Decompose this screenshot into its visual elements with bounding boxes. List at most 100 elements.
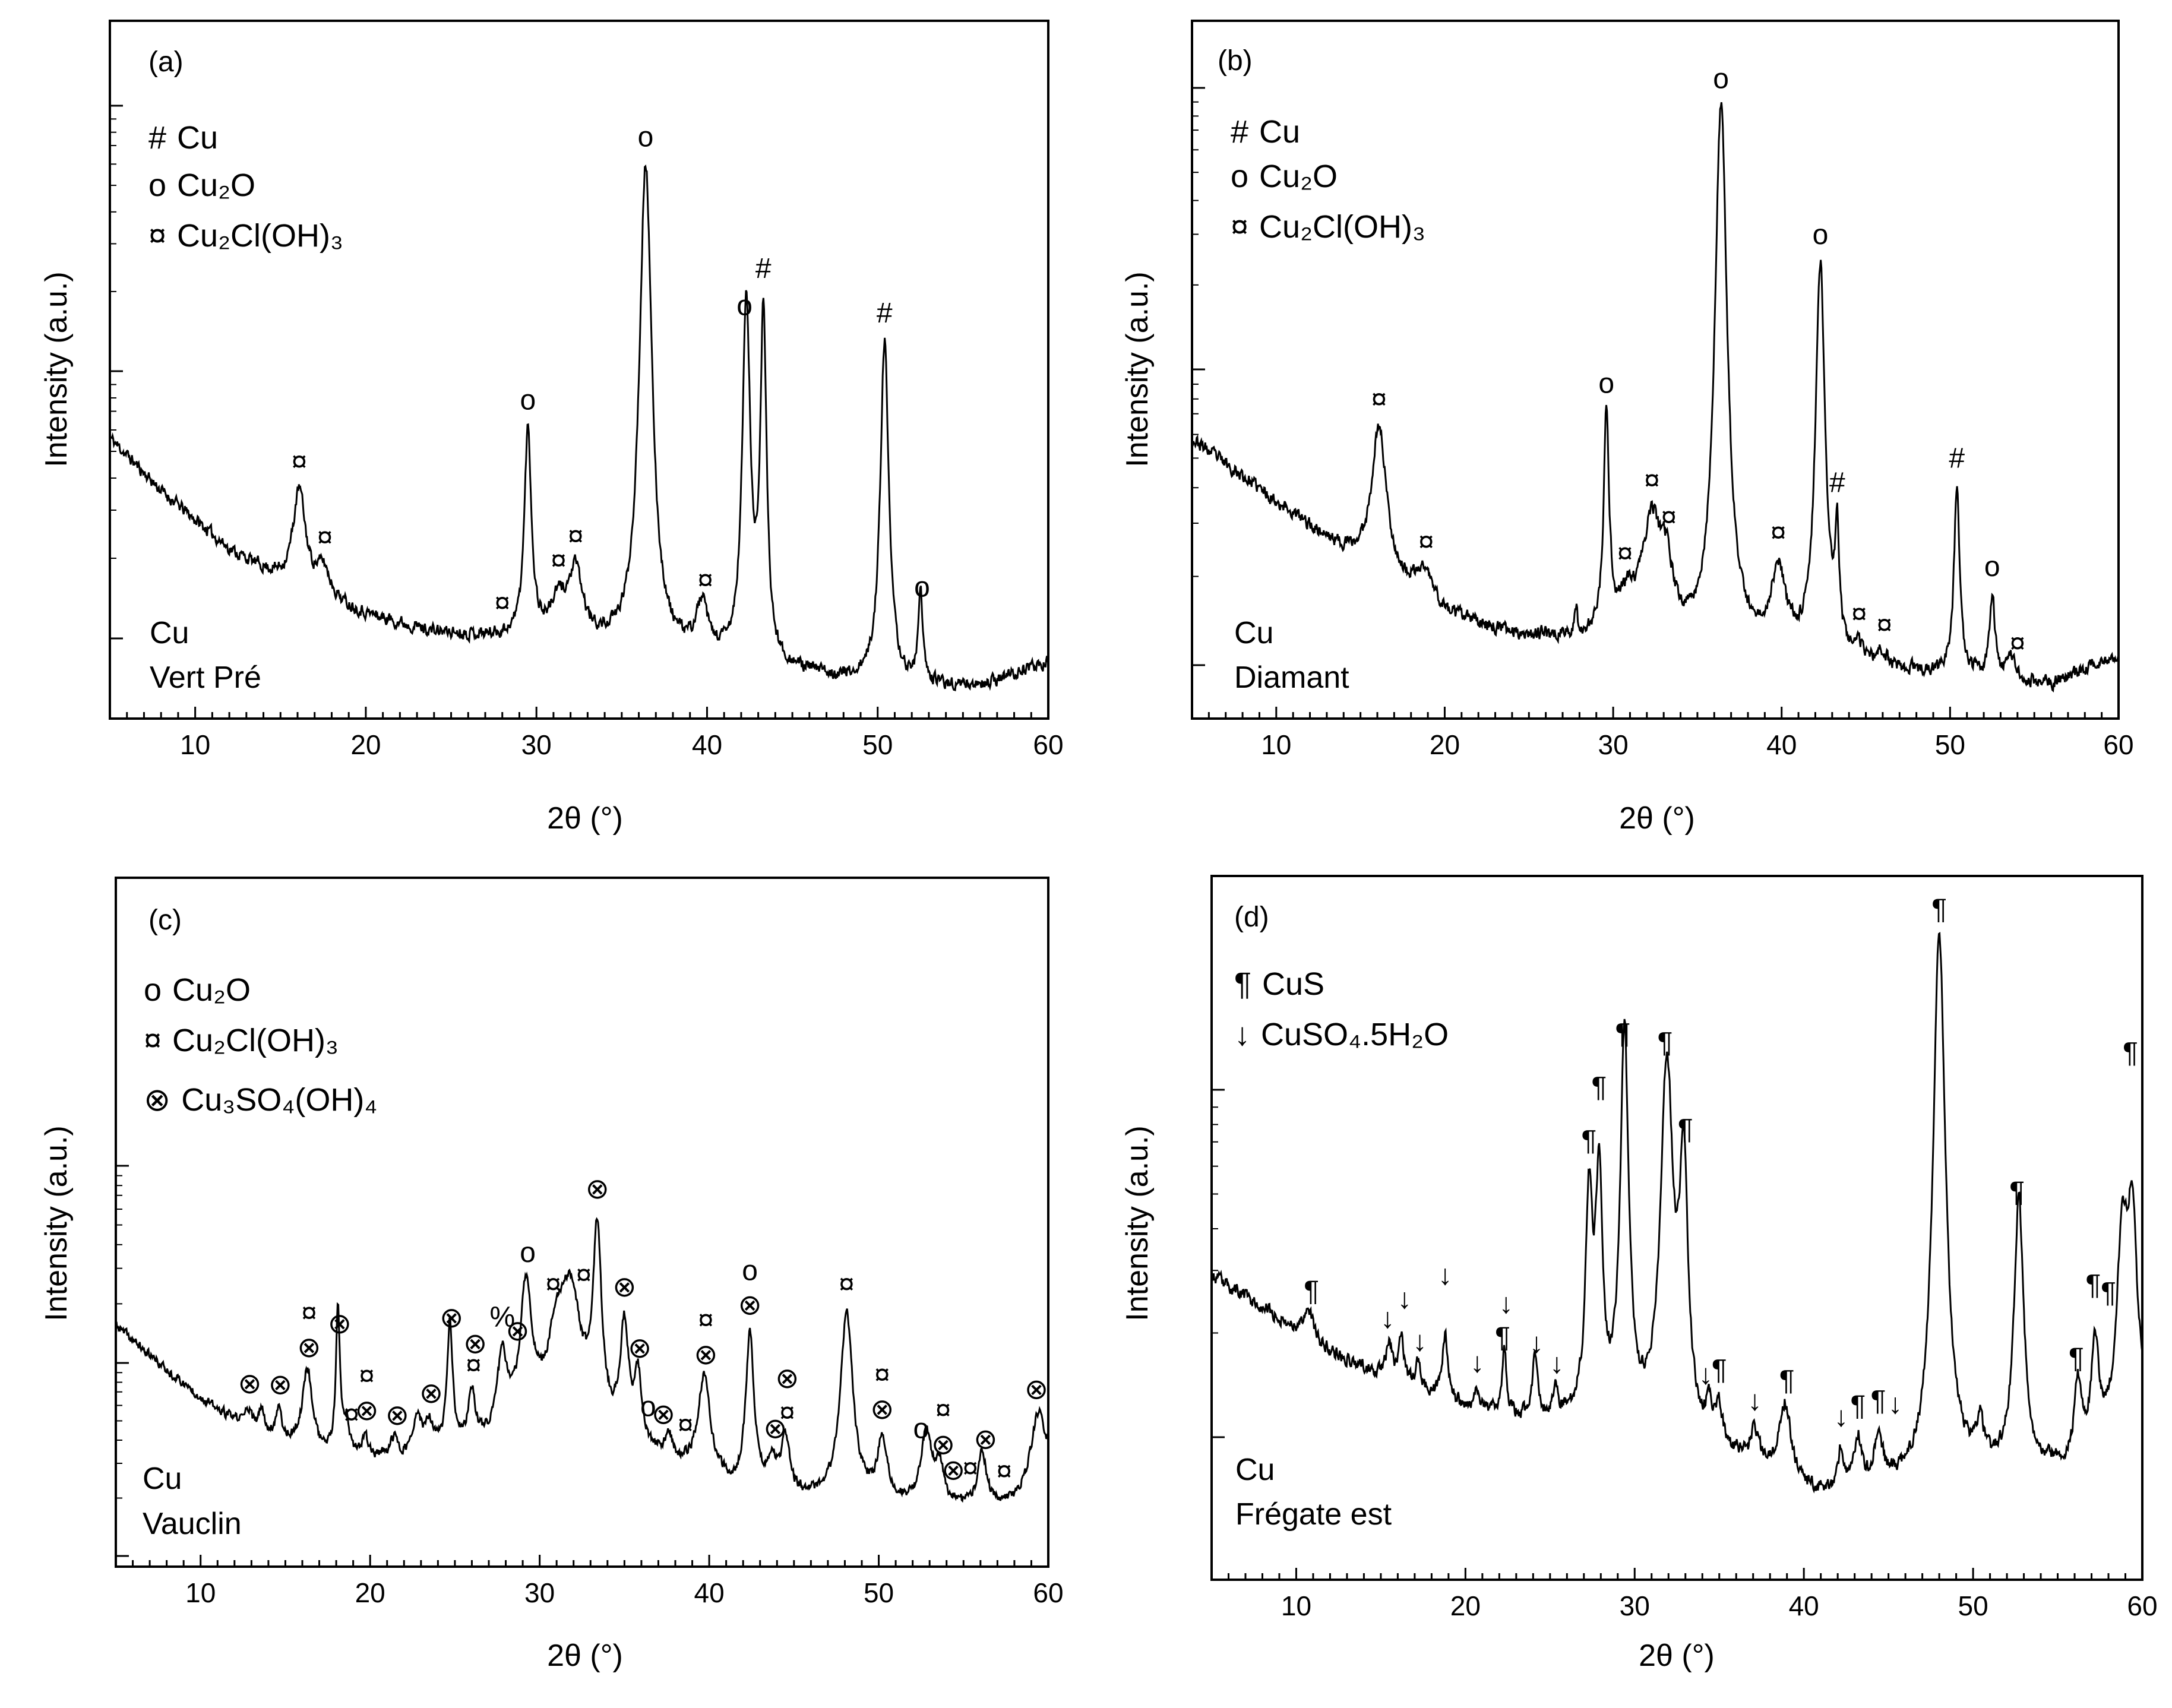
panel-a-y-axis-label: Intensity (a.u.) bbox=[39, 271, 74, 467]
panel-b-marker-currency: ¤ bbox=[1661, 502, 1677, 533]
panel-d-legend-symbol-2: ↓ bbox=[1234, 1017, 1250, 1052]
panel-a-letter: (a) bbox=[148, 46, 184, 78]
panel-b-marker-circle: o bbox=[1984, 551, 2000, 583]
panel-c-marker-otimes: ⊗ bbox=[870, 1394, 894, 1425]
panel-d-marker-down-arrow: ↓ bbox=[1470, 1347, 1484, 1378]
panel-c-marker-otimes: ⊗ bbox=[763, 1413, 787, 1445]
panel-a-sample-line-2: Vert Pré bbox=[150, 660, 261, 695]
panel-a-x-axis-label: 2θ (°) bbox=[547, 801, 623, 836]
panel-c-marker-otimes: ⊗ bbox=[385, 1400, 409, 1431]
panel-d-marker-pilcrow: ¶ bbox=[1615, 1019, 1630, 1050]
panel-b-letter: (b) bbox=[1218, 45, 1253, 77]
panel-a-legend-name-1: Cu bbox=[177, 120, 218, 156]
panel-b-legend-item-3: ¤ Cu₂Cl(OH)₃ bbox=[1231, 209, 1425, 245]
x-tick-label: 30 bbox=[521, 729, 552, 760]
panel-b-legend-name-2: Cu₂O bbox=[1259, 159, 1338, 194]
panel-d-marker-down-arrow: ↓ bbox=[1550, 1348, 1564, 1380]
panel-d-marker-down-arrow: ↓ bbox=[1699, 1359, 1713, 1391]
panel-a-marker-hash: # bbox=[877, 298, 893, 329]
panel-c-marker-currency: ¤ bbox=[301, 1298, 317, 1329]
panel-d-xrd-trace bbox=[1210, 932, 2143, 1494]
panel-d-marker-down-arrow: ↓ bbox=[1529, 1328, 1544, 1359]
panel-d-y-ticks bbox=[1212, 1089, 1225, 1438]
panel-a-x-ticks: 10 20 30 40 50 60 bbox=[109, 707, 1064, 760]
panel-b-marker-hash: # bbox=[1949, 443, 1965, 475]
panel-c-marker-currency: ¤ bbox=[996, 1456, 1012, 1487]
panel-c-xrd-trace bbox=[115, 1217, 1049, 1503]
panel-c-marker-otimes: ⊗ bbox=[628, 1333, 652, 1364]
x-tick-label: 50 bbox=[864, 1577, 894, 1608]
panel-d-marker-down-arrow: ↓ bbox=[1398, 1283, 1412, 1315]
panel-c-marker-otimes: ⊗ bbox=[505, 1315, 529, 1347]
panel-d-frame bbox=[1210, 875, 2143, 1581]
x-tick-label: 40 bbox=[694, 1577, 725, 1608]
panel-c-marker-otimes: ⊗ bbox=[941, 1454, 965, 1486]
panel-a-marker-circle: o bbox=[638, 122, 654, 153]
panel-d-sample-line-2: Frégate est bbox=[1235, 1497, 1392, 1532]
panel-c-letter: (c) bbox=[148, 904, 182, 936]
panel-d-marker-pilcrow: ¶ bbox=[1779, 1365, 1795, 1396]
panel-a-legend: # Cu o Cu₂O ¤ Cu₂Cl(OH)₃ bbox=[148, 120, 343, 254]
panel-b-marker-currency: ¤ bbox=[1771, 517, 1787, 549]
panel-c-marker-currency: ¤ bbox=[466, 1350, 482, 1381]
panel-b-legend-symbol-3: ¤ bbox=[1231, 209, 1248, 245]
panel-c-marker-otimes: ⊗ bbox=[1025, 1374, 1048, 1406]
panel-c: (c) o Cu₂O ¤ Cu₂Cl(OH)₃ ⊗ Cu₃SO₄(OH)₄ Cu Va… bbox=[39, 877, 1064, 1673]
panel-d-marker-pilcrow: ¶ bbox=[2085, 1269, 2101, 1301]
x-tick-label: 10 bbox=[180, 729, 210, 760]
panel-c-marker-otimes: ⊗ bbox=[297, 1332, 321, 1364]
panel-c-marker-currency: ¤ bbox=[839, 1269, 855, 1300]
panel-d-marker-pilcrow: ¶ bbox=[2123, 1038, 2138, 1069]
panel-c-marker-otimes: ⊗ bbox=[775, 1363, 799, 1394]
panel-c-legend-symbol-1: o bbox=[144, 972, 162, 1008]
x-tick-label: 20 bbox=[1430, 729, 1460, 760]
panel-c-marker-otimes: ⊗ bbox=[463, 1328, 487, 1359]
panel-b-legend-name-3: Cu₂Cl(OH)₃ bbox=[1259, 209, 1425, 245]
panel-c-marker-otimes: ⊗ bbox=[419, 1378, 443, 1409]
panel-d-marker-pilcrow: ¶ bbox=[1712, 1355, 1727, 1386]
panel-d-marker-down-arrow: ↓ bbox=[1438, 1260, 1452, 1291]
panel-a-marker-hash: # bbox=[755, 253, 772, 284]
panel-d-marker-pilcrow: ¶ bbox=[2069, 1343, 2084, 1374]
panel-b-marker-currency: ¤ bbox=[2009, 628, 2025, 659]
panel-c-legend-name-2: Cu₂Cl(OH)₃ bbox=[172, 1023, 339, 1058]
panel-c-marker-otimes: ⊗ bbox=[268, 1369, 292, 1401]
panel-c-legend-item-3: ⊗ Cu₃SO₄(OH)₄ bbox=[144, 1082, 377, 1118]
panel-d-marker-pilcrow: ¶ bbox=[1304, 1276, 1319, 1307]
panel-a-marker-currency: ¤ bbox=[551, 545, 567, 577]
panel-c-marker-currency: ¤ bbox=[576, 1260, 592, 1291]
panel-d-marker-pilcrow: ¶ bbox=[1931, 894, 1947, 925]
panel-b-marker-circle: o bbox=[1813, 219, 1829, 251]
panel-b-sample-line-1: Cu bbox=[1234, 616, 1273, 650]
panel-d-legend-item-1: ¶ CuS bbox=[1234, 966, 1324, 1002]
panel-c-marker-currency: ¤ bbox=[545, 1269, 561, 1301]
panel-a-legend-item-1: # Cu bbox=[148, 120, 218, 156]
panel-a-legend-name-2: Cu₂O bbox=[177, 167, 255, 203]
panel-a-marker-circle: o bbox=[736, 290, 753, 322]
panel-b-xrd-trace bbox=[1191, 102, 2120, 692]
panel-a-y-ticks bbox=[110, 105, 123, 640]
x-tick-label: 10 bbox=[185, 1577, 216, 1608]
panel-c-marker-otimes: ⊗ bbox=[694, 1339, 717, 1371]
x-tick-label: 40 bbox=[692, 729, 722, 760]
panel-a-marker-currency: ¤ bbox=[494, 588, 510, 619]
x-tick-label: 60 bbox=[1033, 729, 1063, 760]
panel-c-marker-circle: o bbox=[913, 1413, 929, 1445]
panel-d-letter: (d) bbox=[1234, 902, 1269, 933]
panel-c-marker-circle: o bbox=[742, 1255, 758, 1286]
panel-d-marker-pilcrow: ¶ bbox=[2009, 1176, 2025, 1208]
panel-c-x-ticks: 10 20 30 40 50 60 bbox=[115, 1555, 1064, 1608]
panel-a-legend-symbol-1: # bbox=[148, 120, 166, 156]
panel-c-marker-currency: ¤ bbox=[874, 1359, 890, 1391]
panel-c-marker-currency: ¤ bbox=[698, 1305, 714, 1336]
panel-b-legend: # Cu o Cu₂O ¤ Cu₂Cl(OH)₃ bbox=[1231, 114, 1425, 245]
panel-c-marker-otimes: ⊗ bbox=[440, 1302, 463, 1334]
panel-d-legend-symbol-1: ¶ bbox=[1234, 966, 1251, 1002]
panel-c-marker-currency: ¤ bbox=[935, 1395, 951, 1427]
panel-b-marker-currency: ¤ bbox=[1617, 538, 1633, 570]
panel-b-legend-symbol-2: o bbox=[1231, 159, 1248, 194]
panel-c-legend-item-2: ¤ Cu₂Cl(OH)₃ bbox=[144, 1023, 339, 1058]
panel-c-peak-markers: ⊗ ⊗¤⊗⊗¤¤⊗ ⊗⊗⊗⊗¤%⊗o¤ ¤⊗⊗⊗o⊗ ¤¤⊗o⊗⊗⊗¤¤¤⊗o¤⊗⊗¤⊗… bbox=[238, 1174, 1048, 1487]
panel-a-legend-symbol-3: ¤ bbox=[148, 218, 166, 254]
